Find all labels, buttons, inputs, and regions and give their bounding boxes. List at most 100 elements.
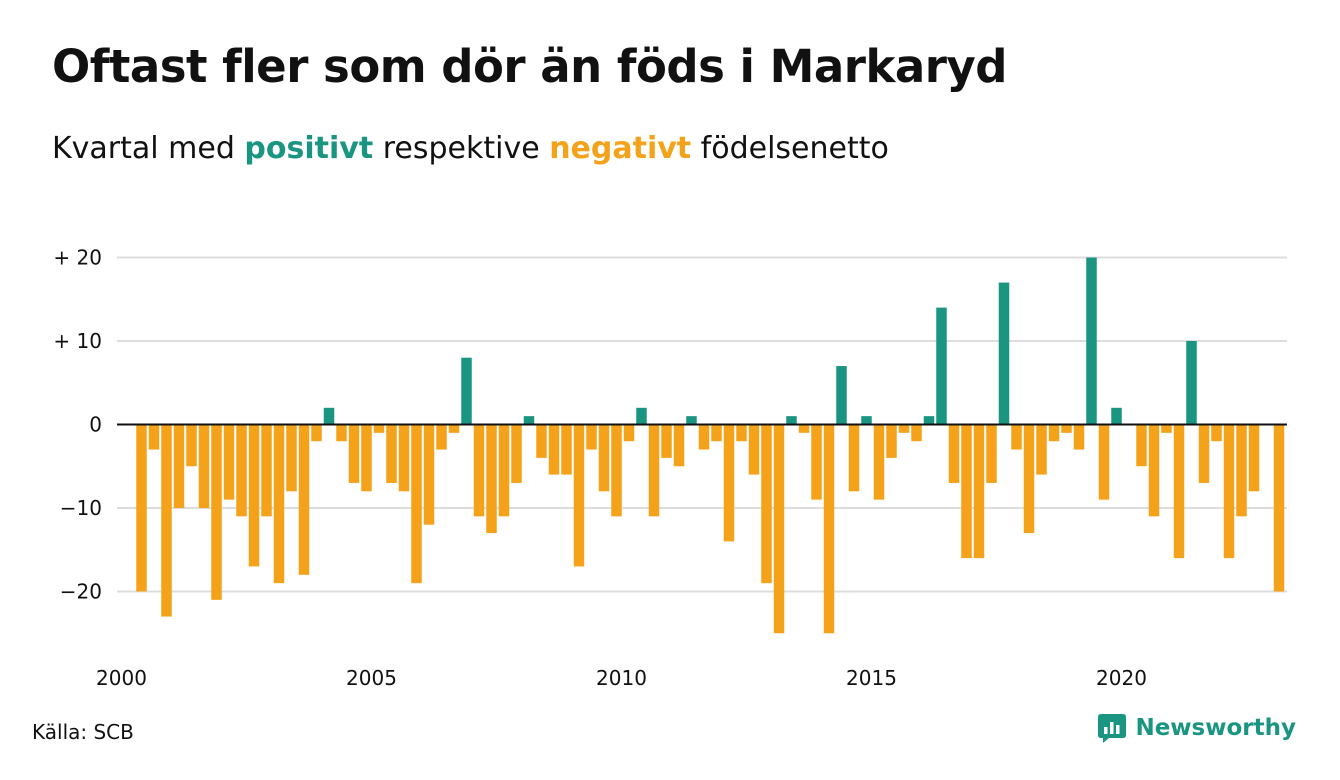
bar-2013-q4: [823, 424, 835, 634]
bar-2000-q4: [173, 424, 185, 508]
bar-2005-q3: [411, 424, 422, 584]
bar-2018-q3: [1061, 424, 1072, 433]
bar-2005-q4: [423, 424, 435, 525]
bar-2016-q4: [973, 424, 985, 559]
bar-2002-q4: [273, 424, 285, 584]
bar-2017-q2: [998, 282, 1010, 425]
bar-2011-q1: [686, 416, 697, 425]
bar-2012-q1: [736, 424, 747, 442]
newsworthy-chart-bubble-icon: [1098, 714, 1127, 743]
bar-2011-q3: [711, 424, 722, 442]
bar-2008-q3: [561, 424, 572, 475]
bar-2017-q1: [986, 424, 997, 483]
bar-2014-q3: [861, 416, 872, 425]
bar-2006-q2: [448, 424, 460, 433]
bar-2015-q4: [923, 416, 935, 425]
bar-2007-q1: [486, 424, 497, 534]
bar-2000-q3: [161, 424, 172, 617]
bar-2010-q1: [636, 407, 647, 425]
bar-2014-q2: [848, 424, 860, 492]
bar-2006-q4: [473, 424, 485, 517]
bar-2001-q1: [186, 424, 197, 467]
bar-2010-q3: [661, 424, 672, 458]
bar-2015-q3: [911, 424, 922, 442]
bar-2021-q2: [1198, 424, 1210, 483]
bar-2009-q3: [611, 424, 622, 517]
x-tick-label: 2000: [96, 666, 147, 690]
bar-2020-q2: [1148, 424, 1160, 517]
bar-2009-q2: [598, 424, 610, 492]
bar-2018-q2: [1048, 424, 1060, 442]
bar-2001-q4: [223, 424, 235, 500]
chart-title: Oftast fler som dör än föds i Markaryd: [52, 40, 1007, 93]
bar-2014-q1: [836, 366, 847, 425]
y-tick-label: −10: [60, 496, 102, 520]
bar-2007-q4: [523, 416, 535, 425]
bar-2016-q1: [936, 307, 947, 425]
bar-2013-q3: [811, 424, 822, 500]
x-tick-label: 2015: [846, 666, 897, 690]
bar-2002-q2: [248, 424, 260, 567]
bar-2007-q3: [511, 424, 522, 483]
subtitle-positive-keyword: positivt: [244, 131, 374, 166]
bar-2013-q1: [786, 416, 797, 425]
bar-2019-q2: [1098, 424, 1110, 500]
bar-2015-q1: [886, 424, 897, 458]
bar-2021-q1: [1186, 341, 1197, 425]
bar-2000-q2: [148, 424, 160, 450]
bar-2003-q2: [298, 424, 310, 575]
bar-2020-q1: [1136, 424, 1147, 467]
bar-2018-q4: [1073, 424, 1085, 450]
chart-subtitle: Kvartal med positivt respektive negativt…: [52, 131, 889, 166]
bar-2019-q3: [1111, 407, 1122, 425]
subtitle-negative-keyword: negativt: [549, 131, 692, 166]
bar-2005-q1: [386, 424, 397, 483]
x-tick-label: 2020: [1096, 666, 1147, 690]
bar-2022-q2: [1248, 424, 1260, 492]
x-axis-tick-labels: 2000 2005 2010 2015 2020: [96, 666, 1147, 690]
bar-2016-q3: [961, 424, 972, 559]
bar-2011-q2: [698, 424, 710, 450]
y-tick-label: 0: [89, 413, 102, 437]
bar-2008-q2: [548, 424, 560, 475]
bar-2003-q4: [323, 407, 335, 425]
y-axis-tick-labels: + 20 + 10 0 −10 −20: [53, 246, 102, 604]
bar-2012-q4: [773, 424, 785, 634]
bar-2019-q1: [1086, 257, 1097, 425]
bar-2009-q1: [586, 424, 597, 450]
bar-2004-q2: [348, 424, 360, 483]
bar-2021-q3: [1211, 424, 1222, 442]
subtitle-part-1: Kvartal med: [52, 131, 245, 166]
bar-2011-q4: [723, 424, 735, 542]
bar-2008-q4: [573, 424, 585, 567]
bar-2017-q3: [1011, 424, 1022, 450]
bar-2009-q4: [623, 424, 635, 442]
bar-2002-q1: [236, 424, 247, 517]
subtitle-part-2: respektive: [373, 131, 550, 166]
bar-2015-q2: [898, 424, 910, 433]
newsworthy-logo: Newsworthy: [1097, 712, 1296, 744]
bar-2007-q2: [498, 424, 510, 517]
x-tick-label: 2005: [346, 666, 397, 690]
bars: [136, 257, 1285, 634]
bar-2022-q4: [1273, 424, 1285, 592]
bar-2004-q4: [373, 424, 385, 433]
y-tick-label: + 20: [53, 246, 102, 270]
bar-2020-q4: [1173, 424, 1185, 559]
bar-2012-q2: [748, 424, 760, 475]
x-tick-label: 2010: [596, 666, 647, 690]
y-tick-label: −20: [60, 580, 102, 604]
bar-2012-q3: [761, 424, 772, 584]
bar-2003-q1: [286, 424, 297, 492]
bar-2010-q2: [648, 424, 660, 517]
bar-2001-q3: [211, 424, 222, 600]
bar-2003-q3: [311, 424, 322, 442]
bar-2004-q3: [361, 424, 372, 492]
bar-2002-q3: [261, 424, 272, 517]
bar-2018-q1: [1036, 424, 1047, 475]
brand-name: Newsworthy: [1135, 715, 1296, 741]
bar-2005-q2: [398, 424, 410, 492]
bar-2008-q1: [536, 424, 547, 458]
bar-2022-q1: [1236, 424, 1247, 517]
bar-2016-q2: [948, 424, 960, 483]
